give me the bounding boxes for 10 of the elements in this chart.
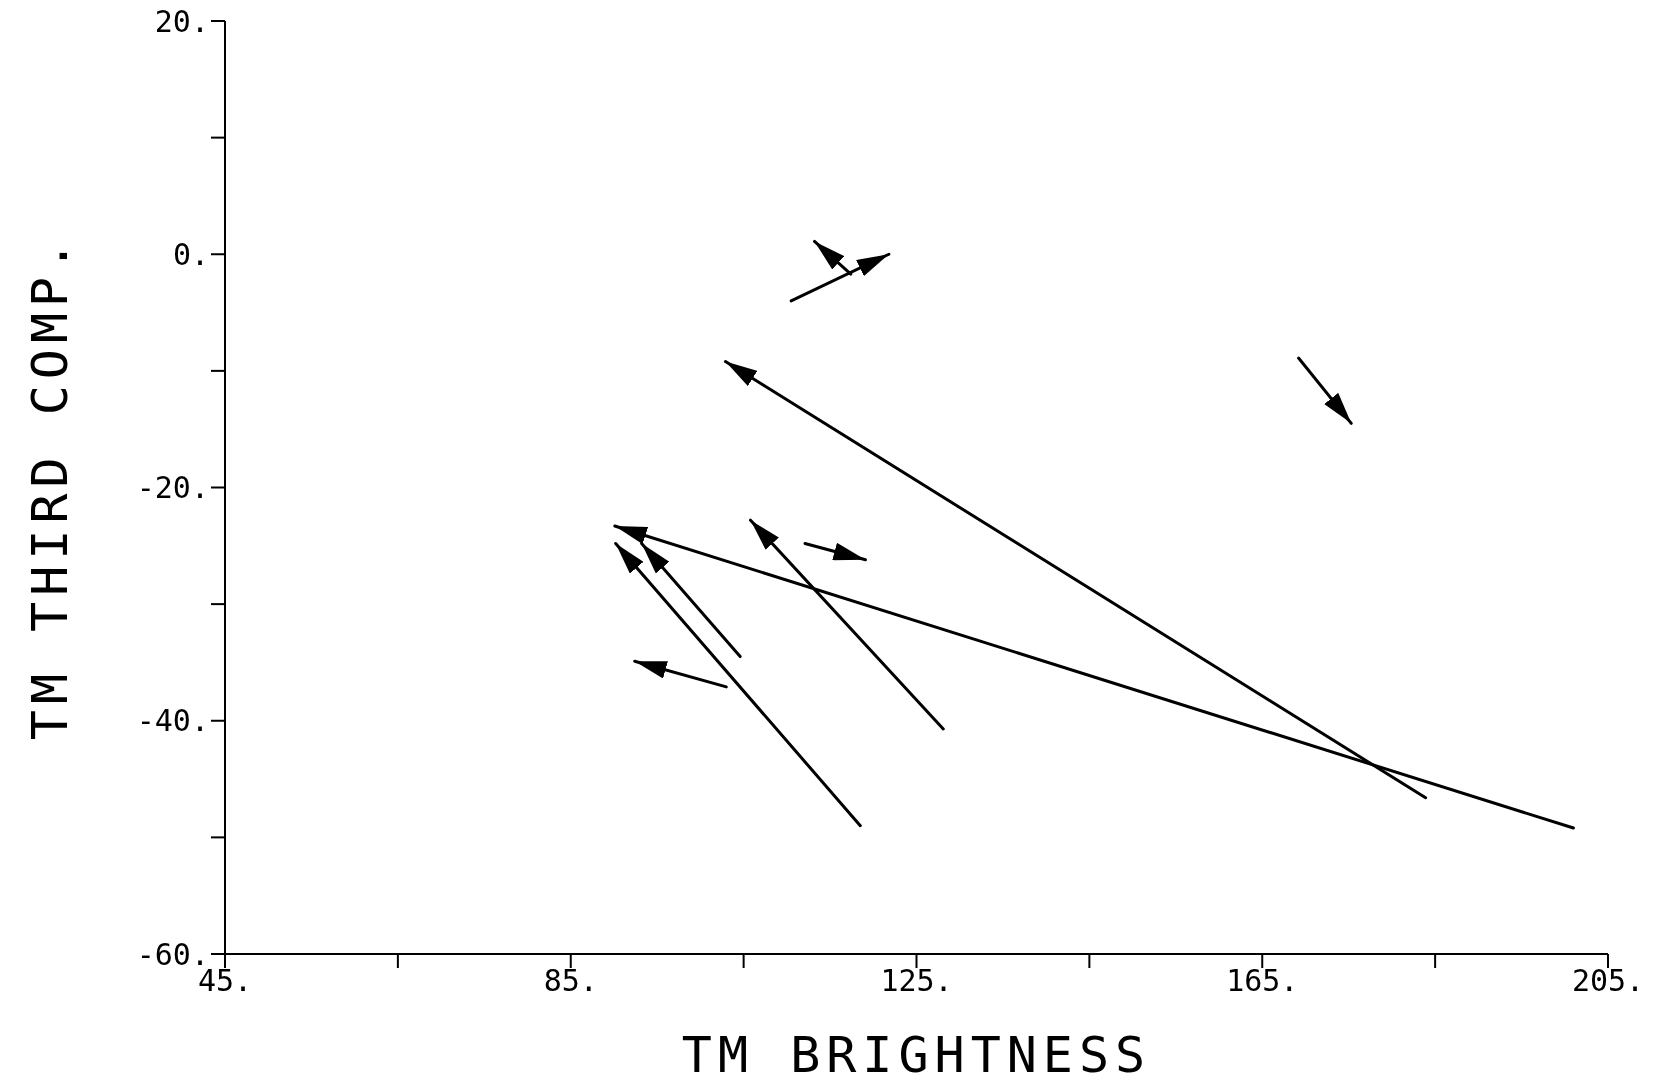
y-axis-title: TM THIRD COMP. xyxy=(21,234,79,741)
y-tick-label: 0. xyxy=(172,236,209,272)
x-tick-label: 125. xyxy=(880,963,953,999)
x-axis-title: TM BRIGHTNESS xyxy=(681,1026,1152,1082)
y-tick-label: -40. xyxy=(136,703,209,739)
y-tick-label: 20. xyxy=(154,3,209,39)
x-tick-label: 165. xyxy=(1226,963,1299,999)
y-tick-label: -20. xyxy=(136,470,209,506)
x-tick-label: 205. xyxy=(1571,963,1645,999)
x-tick-label: 85. xyxy=(543,963,598,999)
